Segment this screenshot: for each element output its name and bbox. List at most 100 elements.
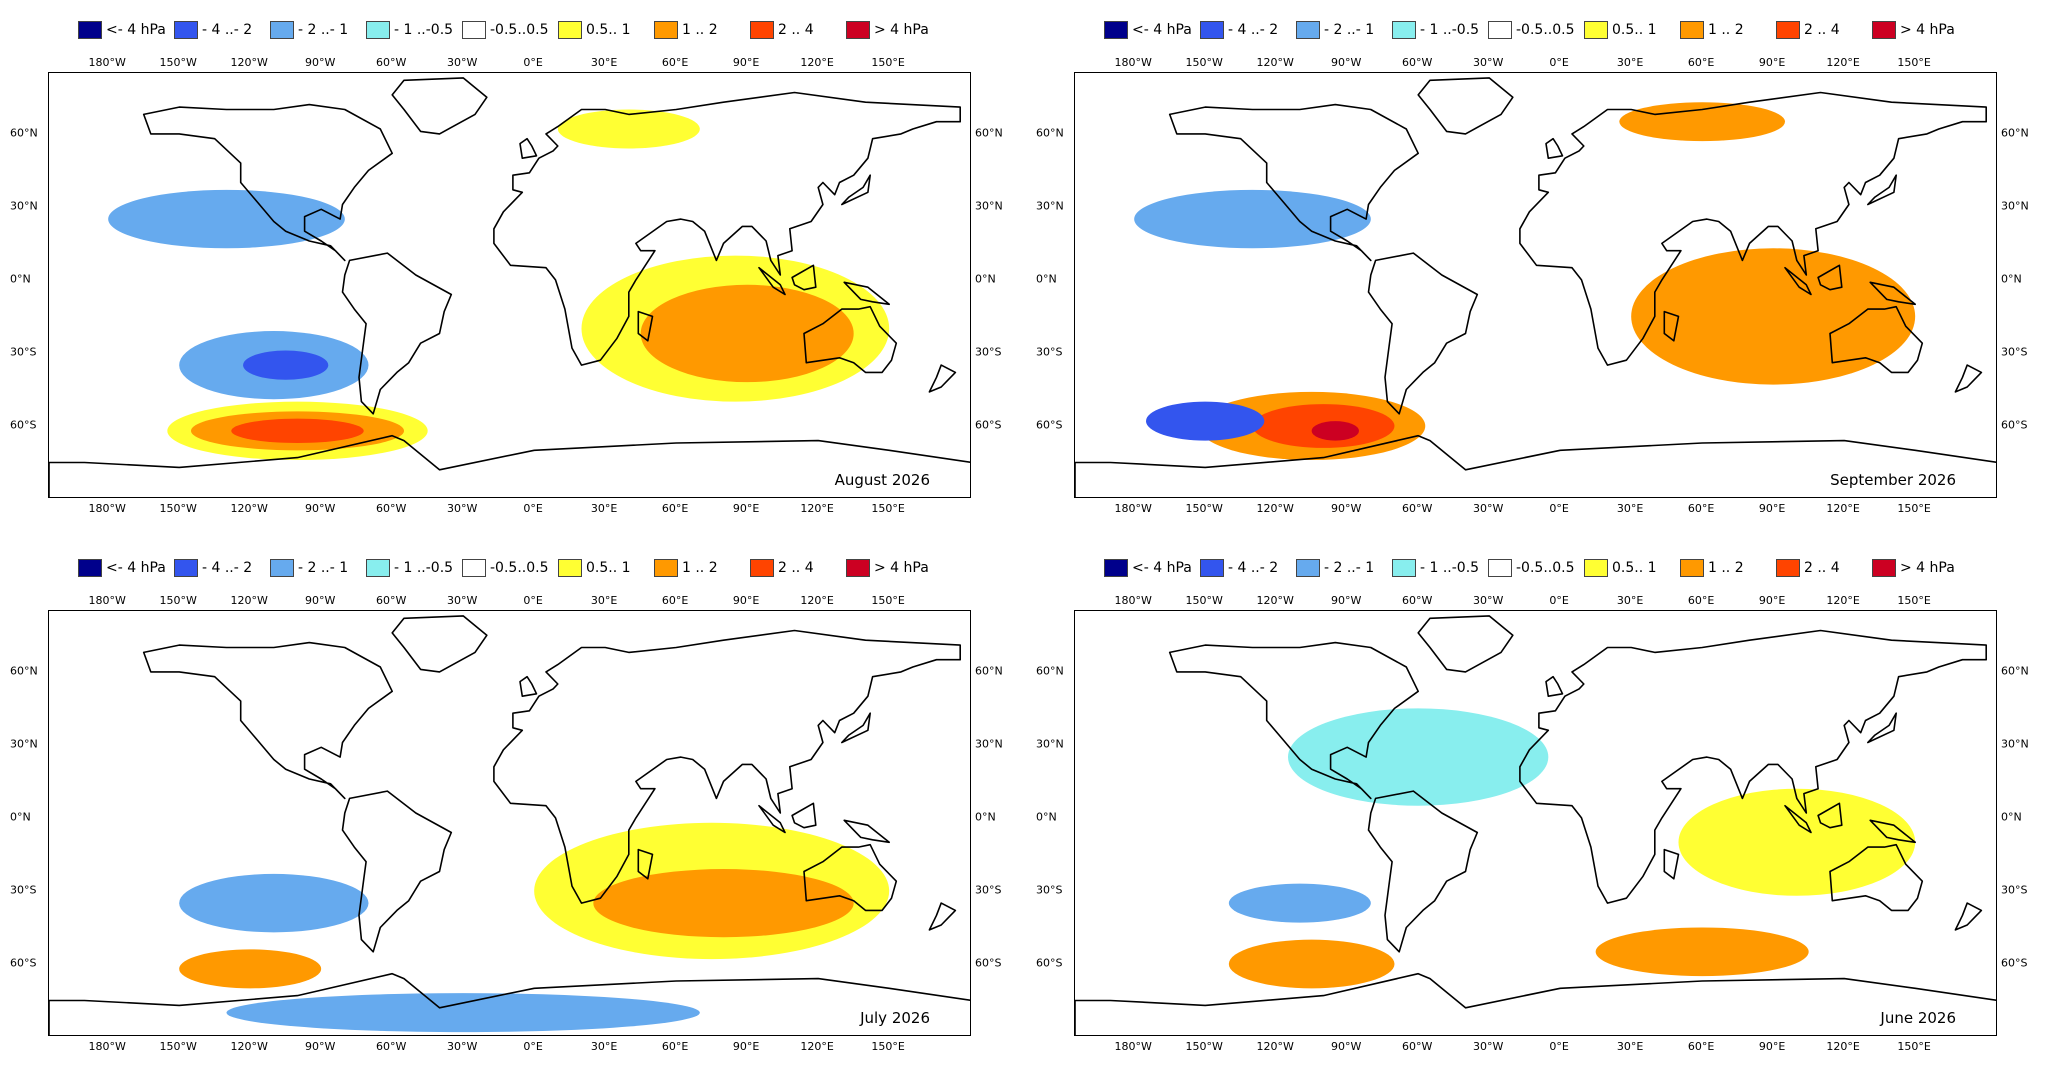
y-tick-label-right: 60°N <box>975 664 1003 678</box>
x-tick-label: 30°E <box>1616 502 1644 515</box>
y-tick-label-right: 30°S <box>2001 345 2028 359</box>
map-title: June 2026 <box>1880 1009 1956 1027</box>
y-tick-label-right: 30°N <box>975 199 1003 213</box>
x-tick-label: 120°W <box>1256 502 1294 515</box>
coastline-antarctica <box>1075 972 1996 1035</box>
legend-label: - 4 ..- 2 <box>202 560 253 576</box>
x-tick-label: 120°E <box>800 594 834 607</box>
coastline-new-zealand <box>928 902 957 931</box>
anomaly-region <box>1619 102 1785 142</box>
y-tick-label-left: 30°N <box>10 199 38 213</box>
y-tick-label-right: 30°N <box>2001 199 2029 213</box>
legend-item: - 4 ..- 2 <box>174 18 252 42</box>
x-ticks-top: 180°W 150°W 120°W 90°W 60°W 30°W 0°E 30°E 60°E 90… <box>1074 594 1997 610</box>
coastline-madagascar <box>637 848 654 880</box>
y-tick-label-right: 30°S <box>2001 883 2028 897</box>
x-ticks-top: 180°W 150°W 120°W 90°W 60°W 30°W 0°E 30°E 60°E 90… <box>48 594 971 610</box>
y-tick-label-left: 0°N <box>1036 272 1057 286</box>
legend-item: -0.5..0.5 <box>1488 556 1574 580</box>
x-tick-label: 30°W <box>1472 1040 1504 1053</box>
x-tick-label: 90°E <box>1758 1040 1786 1053</box>
legend-label: > 4 hPa <box>1900 560 1955 576</box>
map-svg <box>1075 77 1996 497</box>
legend-item: 2 .. 4 <box>750 18 814 42</box>
x-tick-label: 150°W <box>159 594 197 607</box>
x-ticks-bottom: 180°W 150°W 120°W 90°W 60°W 30°W 0°E 30°E 60°E 90… <box>1074 502 1997 518</box>
legend-label: 1 .. 2 <box>682 22 718 38</box>
y-tick-label-left: 30°S <box>10 883 37 897</box>
x-tick-label: 30°W <box>1472 56 1504 69</box>
legend-swatch <box>654 21 678 39</box>
x-tick-label: 30°W <box>446 594 478 607</box>
coastline-australia <box>1829 843 1924 912</box>
legend-swatch <box>1296 21 1320 39</box>
legend-swatch <box>750 21 774 39</box>
x-tick-label: 60°E <box>1687 594 1715 607</box>
x-tick-label: 60°W <box>1401 502 1433 515</box>
x-tick-label: 90°W <box>1330 56 1362 69</box>
y-tick-label-right: 60°S <box>975 418 1002 432</box>
legend-label: 1 .. 2 <box>682 560 718 576</box>
x-tick-label: 30°E <box>1616 594 1644 607</box>
anomaly-region <box>1228 883 1371 923</box>
map-title: July 2026 <box>860 1009 930 1027</box>
coastline-africa-eurasia <box>1519 629 1988 904</box>
x-tick-label: 120°W <box>230 594 268 607</box>
x-tick-label: 30°E <box>1616 56 1644 69</box>
legend-item: 0.5.. 1 <box>558 556 631 580</box>
x-ticks-bottom: 180°W 150°W 120°W 90°W 60°W 30°W 0°E 30°E 60°E 90… <box>1074 1040 1997 1056</box>
legend-label: <- 4 hPa <box>106 560 166 576</box>
legend-label: 0.5.. 1 <box>586 22 631 38</box>
x-tick-label: 180°W <box>1114 56 1152 69</box>
x-tick-label: 30°W <box>1472 502 1504 515</box>
x-ticks-top: 180°W 150°W 120°W 90°W 60°W 30°W 0°E 30°E 60°E 90… <box>48 56 971 72</box>
x-tick-label: 60°W <box>375 594 407 607</box>
coastline-sumatra <box>758 266 786 296</box>
x-tick-label: 150°W <box>1185 502 1223 515</box>
x-tick-label: 60°E <box>1687 1040 1715 1053</box>
x-tick-label: 60°E <box>1687 56 1715 69</box>
legend-swatch <box>1200 559 1224 577</box>
legend-item: - 1 ..-0.5 <box>366 18 453 42</box>
coastline-antarctica <box>49 434 970 497</box>
x-tick-label: 150°E <box>1897 594 1931 607</box>
x-tick-label: 60°E <box>661 594 689 607</box>
legend-item: 2 .. 4 <box>1776 556 1840 580</box>
y-tick-label-left: 60°N <box>1036 664 1064 678</box>
x-tick-label: 120°W <box>230 1040 268 1053</box>
anomaly-region <box>243 350 329 380</box>
x-tick-label: 90°E <box>732 1040 760 1053</box>
x-tick-label: 120°W <box>230 502 268 515</box>
legend-item: <- 4 hPa <box>78 18 166 42</box>
legend-item: <- 4 hPa <box>1104 18 1192 42</box>
coastline-madagascar <box>1663 310 1680 342</box>
legend-label: 2 .. 4 <box>778 22 814 38</box>
legend-item: 2 .. 4 <box>1776 18 1840 42</box>
coastline-madagascar <box>1663 848 1680 880</box>
legend-swatch <box>1296 559 1320 577</box>
legend-label: > 4 hPa <box>874 22 929 38</box>
coastline-indonesia-borneo <box>1817 802 1843 829</box>
legend-label: -0.5..0.5 <box>490 560 549 576</box>
legend-item: -0.5..0.5 <box>462 556 548 580</box>
anomaly-region <box>1631 248 1916 385</box>
legend-swatch <box>1776 559 1800 577</box>
anomaly-region <box>593 869 854 938</box>
x-tick-label: 30°W <box>446 1040 478 1053</box>
legend-swatch <box>1680 559 1704 577</box>
y-tick-label-right: 60°S <box>2001 956 2028 970</box>
x-tick-label: 150°E <box>1897 1040 1931 1053</box>
coastline-sumatra <box>1784 804 1812 834</box>
coastline-australia <box>1829 305 1924 374</box>
x-tick-label: 60°E <box>1687 502 1715 515</box>
legend-swatch <box>366 21 390 39</box>
y-tick-label-left: 60°N <box>10 126 38 140</box>
y-tick-label-left: 60°S <box>10 956 37 970</box>
legend: <- 4 hPa - 4 ..- 2 - 2 ..- 1 - 1 ..-0.5 -0.5… <box>0 18 1026 42</box>
legend-item: > 4 hPa <box>846 556 929 580</box>
y-tick-label-left: 30°N <box>1036 737 1064 751</box>
legend-label: 2 .. 4 <box>1804 560 1840 576</box>
legend-item: 0.5.. 1 <box>558 18 631 42</box>
x-tick-label: 0°E <box>523 1040 543 1053</box>
legend-label: - 2 ..- 1 <box>298 560 349 576</box>
